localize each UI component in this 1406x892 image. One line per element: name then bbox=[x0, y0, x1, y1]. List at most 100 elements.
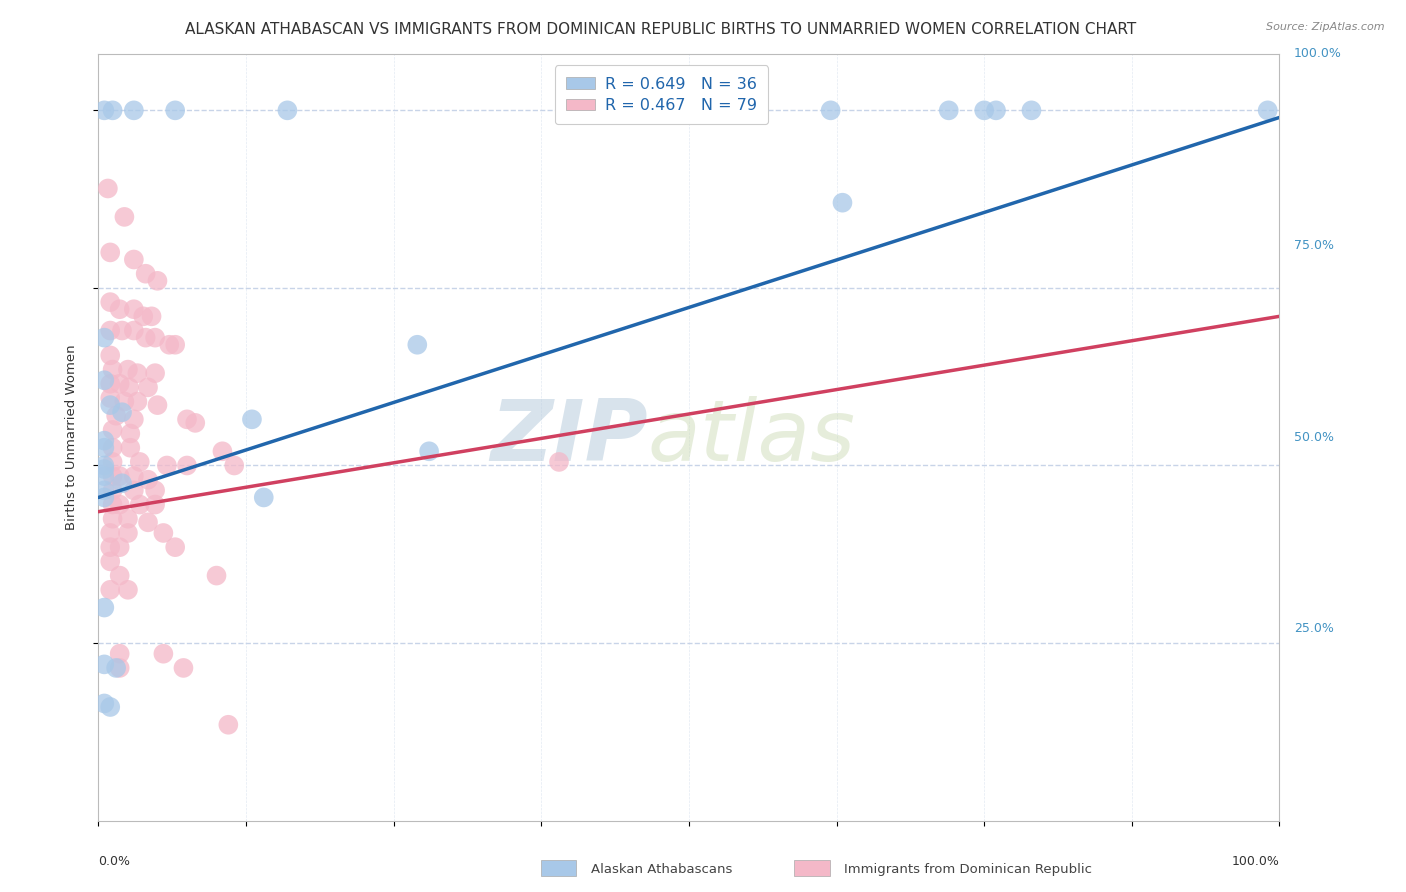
Point bbox=[105, 661, 128, 675]
Point bbox=[122, 483, 145, 498]
Point bbox=[973, 103, 995, 118]
Text: 75.0%: 75.0% bbox=[1294, 239, 1334, 252]
Point bbox=[136, 380, 159, 394]
Point bbox=[93, 103, 115, 118]
Point bbox=[101, 362, 124, 376]
Point bbox=[93, 462, 115, 476]
Text: Alaskan Athabascans: Alaskan Athabascans bbox=[591, 863, 733, 876]
Text: 0.0%: 0.0% bbox=[98, 855, 131, 868]
Point bbox=[136, 473, 159, 487]
Bar bbox=[794, 860, 830, 876]
Point bbox=[118, 380, 141, 394]
Point bbox=[156, 458, 179, 473]
Point bbox=[101, 455, 124, 469]
Point bbox=[831, 195, 853, 210]
Point bbox=[98, 295, 121, 310]
Point bbox=[98, 526, 121, 541]
Point bbox=[157, 337, 180, 351]
Point bbox=[820, 103, 842, 118]
Point bbox=[146, 398, 169, 412]
Point bbox=[108, 540, 131, 554]
Legend: R = 0.649   N = 36, R = 0.467   N = 79: R = 0.649 N = 36, R = 0.467 N = 79 bbox=[555, 65, 768, 124]
Point bbox=[97, 181, 120, 195]
Point bbox=[141, 310, 163, 324]
Point bbox=[108, 661, 131, 675]
Point bbox=[120, 426, 142, 441]
Point bbox=[122, 103, 145, 118]
Point bbox=[224, 458, 246, 473]
Point bbox=[122, 412, 145, 426]
Y-axis label: Births to Unmarried Women: Births to Unmarried Women bbox=[65, 344, 77, 530]
Point bbox=[93, 483, 115, 498]
Text: ALASKAN ATHABASCAN VS IMMIGRANTS FROM DOMINICAN REPUBLIC BIRTHS TO UNMARRIED WOM: ALASKAN ATHABASCAN VS IMMIGRANTS FROM DO… bbox=[186, 22, 1136, 37]
Point bbox=[93, 331, 115, 345]
Text: Source: ZipAtlas.com: Source: ZipAtlas.com bbox=[1267, 22, 1385, 32]
Point bbox=[93, 458, 115, 473]
Text: 100.0%: 100.0% bbox=[1232, 855, 1279, 868]
Point bbox=[101, 441, 124, 455]
Point bbox=[98, 700, 121, 714]
Point bbox=[122, 302, 145, 317]
Point bbox=[93, 491, 115, 505]
Point bbox=[93, 600, 115, 615]
Point bbox=[93, 441, 115, 455]
Point bbox=[418, 444, 440, 458]
Point bbox=[111, 476, 134, 491]
Point bbox=[98, 324, 121, 338]
Point bbox=[217, 717, 239, 731]
Point bbox=[122, 252, 145, 267]
Point bbox=[1021, 103, 1043, 118]
Point bbox=[143, 483, 166, 498]
Point bbox=[176, 458, 198, 473]
Point bbox=[122, 469, 145, 483]
Point bbox=[108, 568, 131, 582]
Point bbox=[984, 103, 1007, 118]
Point bbox=[98, 391, 121, 405]
Point bbox=[98, 245, 121, 260]
Point bbox=[127, 366, 149, 380]
Point bbox=[105, 409, 128, 423]
Point bbox=[176, 412, 198, 426]
Point bbox=[117, 512, 139, 526]
Point bbox=[98, 540, 121, 554]
Point bbox=[98, 554, 121, 568]
Point bbox=[93, 469, 115, 483]
Text: 50.0%: 50.0% bbox=[1294, 431, 1334, 443]
Point bbox=[132, 310, 155, 324]
Point bbox=[93, 434, 115, 448]
Point bbox=[111, 324, 134, 338]
Point bbox=[276, 103, 298, 118]
Point bbox=[406, 337, 429, 351]
Point bbox=[211, 444, 233, 458]
Point bbox=[172, 661, 194, 675]
Point bbox=[93, 697, 115, 711]
Point bbox=[101, 423, 124, 437]
Point bbox=[117, 526, 139, 541]
Point bbox=[117, 362, 139, 376]
Point bbox=[143, 366, 166, 380]
Point bbox=[1257, 103, 1279, 118]
Point bbox=[98, 398, 121, 412]
Point bbox=[165, 103, 187, 118]
Point bbox=[108, 498, 131, 512]
Point bbox=[128, 455, 150, 469]
Text: atlas: atlas bbox=[648, 395, 856, 479]
Point bbox=[135, 267, 157, 281]
Point bbox=[98, 348, 121, 362]
Point bbox=[184, 416, 207, 430]
Point bbox=[101, 103, 124, 118]
Bar bbox=[541, 860, 576, 876]
Point bbox=[98, 376, 121, 391]
Point bbox=[938, 103, 960, 118]
Point bbox=[93, 373, 115, 387]
Point bbox=[112, 210, 135, 224]
Point bbox=[120, 441, 142, 455]
Point bbox=[122, 324, 145, 338]
Point bbox=[98, 582, 121, 597]
Text: 25.0%: 25.0% bbox=[1294, 623, 1333, 635]
Point bbox=[101, 483, 124, 498]
Text: Immigrants from Dominican Republic: Immigrants from Dominican Republic bbox=[844, 863, 1091, 876]
Point bbox=[152, 526, 174, 541]
Point bbox=[101, 469, 124, 483]
Point bbox=[101, 498, 124, 512]
